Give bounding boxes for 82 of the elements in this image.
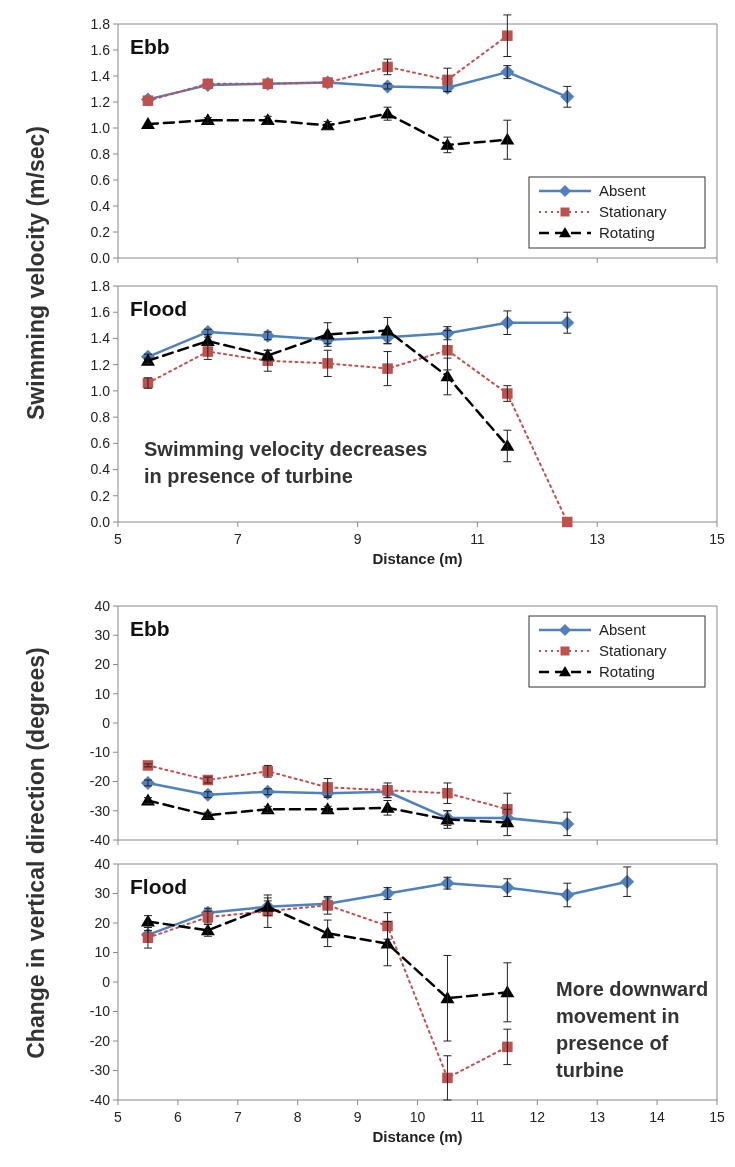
x-tick-label: 15 [709,1109,725,1125]
x-tick-label: 9 [353,1109,362,1125]
point [140,117,155,129]
y-tick-label: 0.2 [90,223,111,240]
y-axis-title: Change in vertical direction (degrees) [23,647,49,1059]
y-tick-label: -10 [89,744,111,761]
y-tick-label: 1.6 [90,41,111,58]
x-tick-label: 7 [233,1109,242,1125]
y-tick-label: -20 [89,773,111,790]
legend-label: Rotating [599,663,655,681]
y-tick-label: -20 [89,1032,111,1049]
y-tick-label: 0.6 [90,435,111,452]
y-tick-label: 10 [94,685,111,702]
point [322,782,333,793]
y-tick-label: 1.0 [90,382,111,399]
legend-label: Rotating [599,224,655,242]
text: Ebb [130,617,170,640]
x-tick-label: 12 [529,1109,546,1125]
y-tick-label: 1.0 [90,119,111,136]
y-tick-label: 20 [94,656,111,673]
y-tick-label: 1.8 [90,15,111,32]
x-axis-title: Distance (m) [372,1128,463,1145]
y-tick-label: 0.0 [90,513,111,530]
y-tick-label: -40 [89,831,111,848]
x-axis-title: Distance (m) [372,550,463,567]
y-tick-label: 0 [102,714,111,731]
y-tick-label: -40 [89,1091,111,1108]
y-tick-label: 30 [94,885,111,902]
x-tick-label: 14 [649,1109,666,1125]
point [442,74,453,86]
y-tick-label: -10 [89,1003,111,1020]
y-tick-label: 0.2 [90,487,111,504]
legend-label: Absent [599,621,647,639]
x-tick-label: 7 [233,531,242,547]
y-tick-label: 0.4 [90,461,111,478]
text: Flood [130,297,188,320]
y-tick-label: 1.8 [90,277,111,294]
y-tick-label: 0.0 [90,249,111,266]
point [502,1041,513,1053]
y-tick-label: 0.6 [90,171,111,188]
y-tick-label: 0.8 [90,409,111,426]
point [562,516,573,528]
y-tick-label: 20 [94,914,111,931]
y-tick-label: -30 [89,802,111,819]
point [322,358,333,369]
legend-label: Stationary [599,203,668,221]
y-tick-label: 10 [94,944,111,961]
y-tick-label: 40 [94,597,111,614]
y-tick-label: 40 [94,855,111,872]
y-tick-label: 1.4 [90,330,111,347]
y-tick-label: 1.2 [90,356,111,373]
annotation: More downward movement in presence of turbine [556,978,709,1081]
y-tick-label: 1.2 [90,93,111,110]
legend-label: Absent [599,182,647,200]
x-tick-label: 11 [470,1109,485,1125]
x-tick-label: 15 [709,531,725,547]
point [442,1072,453,1084]
y-tick-label: -30 [89,1062,111,1079]
x-tick-label: 13 [589,531,606,547]
point [442,787,453,799]
x-tick-label: 9 [353,531,362,547]
y-tick-label: 1.4 [90,67,111,84]
y-tick-label: 0.8 [90,145,111,162]
y-tick-label: 0.4 [90,197,111,214]
y-axis-title: Swimming velocity (m/sec) [23,126,49,420]
x-tick-label: 13 [589,1109,606,1125]
text: Flood [130,875,188,898]
point [442,344,453,356]
x-tick-label: 6 [174,1109,182,1125]
annotation: Swimming velocity decreases in presence of turbine [144,438,428,487]
point [502,30,513,41]
y-tick-label: 0 [102,973,111,990]
x-tick-label: 5 [114,1109,123,1125]
x-tick-label: 10 [409,1109,426,1125]
y-tick-label: 1.6 [90,304,111,321]
point [382,363,393,374]
x-tick-label: 11 [470,531,485,547]
x-tick-label: 8 [293,1109,302,1125]
legend-label: Stationary [599,642,668,660]
text: Ebb [130,35,170,58]
x-tick-label: 5 [114,531,123,547]
y-tick-label: 30 [94,627,111,644]
